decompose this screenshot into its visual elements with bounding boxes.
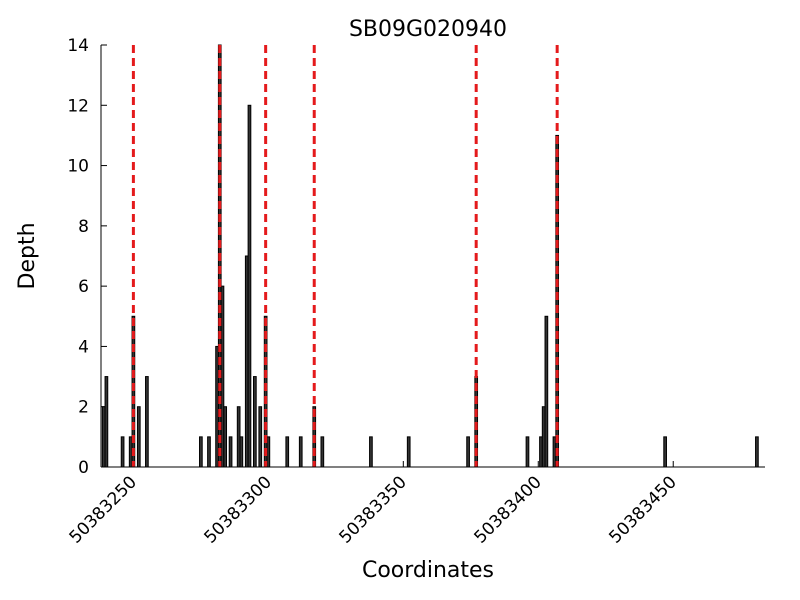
bar (755, 436, 759, 468)
bar (239, 436, 244, 468)
y-tick-label: 10 (67, 157, 89, 177)
bar (663, 436, 667, 468)
bar (207, 436, 211, 468)
bar (145, 376, 149, 468)
y-tick-label: 2 (78, 398, 89, 418)
x-tick-label: 50383250 (66, 472, 141, 547)
y-tick-label: 6 (78, 277, 89, 297)
y-tick-label: 8 (78, 217, 89, 237)
bar (247, 104, 252, 468)
bar (298, 436, 303, 468)
bar (120, 436, 125, 468)
y-axis-label: Depth (15, 222, 40, 289)
bar (253, 376, 257, 468)
bar (544, 315, 549, 468)
bar (223, 406, 228, 468)
x-axis-label: Coordinates (362, 558, 494, 583)
bar (525, 436, 530, 468)
x-tick-label: 50383350 (336, 472, 411, 547)
bar (199, 436, 203, 468)
bar (258, 406, 263, 468)
bar (320, 436, 325, 468)
bar (466, 436, 470, 468)
bar (285, 436, 290, 468)
bar (369, 436, 373, 468)
chart-title: SB09G020940 (349, 17, 507, 42)
x-tick-label: 50383400 (470, 472, 545, 547)
y-tick-label: 12 (67, 96, 89, 116)
y-tick-label: 14 (67, 36, 89, 56)
bar (555, 134, 560, 468)
y-tick-label: 4 (78, 337, 89, 357)
bar (228, 436, 233, 468)
x-tick-label: 50383450 (605, 472, 680, 547)
bar (266, 436, 271, 468)
y-tick-label: 0 (78, 458, 89, 478)
x-tick-label: 50383300 (201, 472, 276, 547)
bar (104, 376, 109, 468)
bar (406, 436, 411, 468)
bar (136, 406, 141, 468)
